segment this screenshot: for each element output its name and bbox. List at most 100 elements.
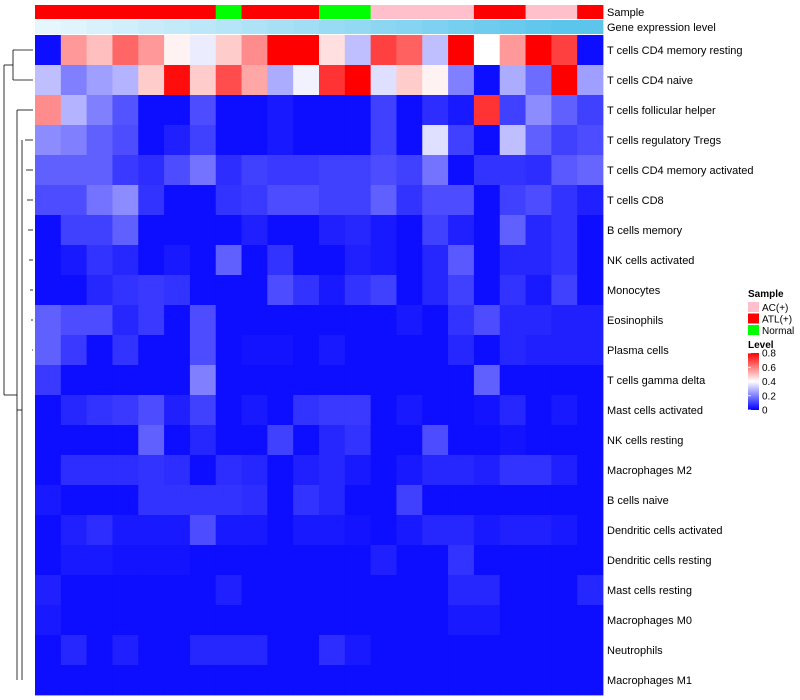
heatmap-cell — [370, 635, 397, 666]
heatmap-cell — [577, 245, 604, 276]
heatmap-cell — [215, 245, 242, 276]
heatmap-cell — [473, 245, 501, 276]
heatmap-cell — [215, 485, 242, 516]
heatmap-cell — [293, 185, 320, 216]
heatmap-cell — [86, 335, 113, 366]
heatmap-cell — [241, 155, 268, 186]
heatmap-cell — [60, 65, 88, 96]
heatmap-cell — [344, 515, 372, 546]
heatmap-cell — [164, 605, 191, 636]
heatmap-cell — [551, 425, 578, 456]
heatmap-cell — [551, 245, 578, 276]
heatmap-cell — [112, 605, 139, 636]
heatmap-cell — [86, 185, 113, 216]
legend-color-bar — [748, 353, 759, 410]
heatmap-cell — [319, 605, 346, 636]
heatmap-cell — [499, 335, 526, 366]
heatmap-cell — [525, 185, 552, 216]
heatmap-cell — [551, 65, 578, 96]
row-label: Macrophages M2 — [607, 465, 692, 477]
annotation-cell — [164, 20, 191, 34]
row-label: Dendritic cells resting — [607, 555, 712, 567]
heatmap-cell — [319, 275, 346, 306]
heatmap-cell — [112, 275, 139, 306]
heatmap-cell — [112, 305, 139, 336]
heatmap-cell — [499, 275, 526, 306]
heatmap-cell — [396, 395, 423, 426]
heatmap-cell — [448, 95, 475, 126]
heatmap-cell — [422, 215, 449, 246]
heatmap-cell — [344, 365, 372, 396]
heatmap-cell — [319, 95, 346, 126]
heatmap-cell — [525, 455, 552, 486]
heatmap-cell — [370, 425, 397, 456]
heatmap-cell — [551, 485, 578, 516]
heatmap-cell — [60, 635, 88, 666]
heatmap-cell — [293, 215, 320, 246]
heatmap-cell — [319, 545, 346, 576]
heatmap-cell — [267, 425, 294, 456]
heatmap-cell — [86, 515, 113, 546]
heatmap-cell — [499, 575, 526, 606]
heatmap-cell — [164, 305, 191, 336]
heatmap-cell — [319, 185, 346, 216]
heatmap-cell — [189, 335, 217, 366]
heatmap-cell — [138, 545, 165, 576]
heatmap-cell — [370, 215, 397, 246]
heatmap-cell — [267, 605, 294, 636]
heatmap-cell — [577, 185, 604, 216]
annotation-cell — [35, 5, 62, 19]
heatmap-cell — [138, 575, 165, 606]
heatmap-cell — [215, 575, 242, 606]
heatmap-cell — [267, 545, 294, 576]
heatmap-cell — [164, 245, 191, 276]
row-label: NK cells activated — [607, 255, 694, 267]
heatmap-cell — [293, 65, 320, 96]
heatmap-cell — [35, 605, 62, 636]
heatmap-cell — [448, 605, 475, 636]
heatmap-cell — [35, 215, 62, 246]
heatmap-cell — [241, 455, 268, 486]
heatmap-cell — [551, 605, 578, 636]
heatmap-cell — [344, 485, 372, 516]
heatmap-cell — [370, 95, 397, 126]
annotation-cell — [551, 20, 578, 34]
annotation-cell — [499, 20, 526, 34]
heatmap-cell — [551, 635, 578, 666]
heatmap-cell — [112, 395, 139, 426]
heatmap-cell — [86, 95, 113, 126]
heatmap-cell — [189, 395, 217, 426]
heatmap-cell — [267, 185, 294, 216]
heatmap-cell — [551, 395, 578, 426]
heatmap-cell — [112, 665, 139, 696]
heatmap-cell — [525, 365, 552, 396]
heatmap-cell — [422, 515, 449, 546]
heatmap-cell — [396, 275, 423, 306]
heatmap-cell — [499, 635, 526, 666]
heatmap-cell — [448, 335, 475, 366]
heatmap-cell — [189, 545, 217, 576]
heatmap-cell — [473, 125, 501, 156]
heatmap-cell — [35, 485, 62, 516]
annotation-track-label: Sample — [607, 7, 644, 19]
heatmap-cell — [86, 635, 113, 666]
heatmap-cell — [267, 395, 294, 426]
heatmap-cell — [215, 335, 242, 366]
heatmap-cell — [267, 665, 294, 696]
heatmap-cell — [35, 155, 62, 186]
annotation-cell — [293, 5, 320, 19]
row-label: Dendritic cells activated — [607, 525, 723, 537]
heatmap-cell — [189, 605, 217, 636]
heatmap-cell — [215, 395, 242, 426]
heatmap-cell — [370, 575, 397, 606]
heatmap-cell — [448, 575, 475, 606]
row-label: B cells memory — [607, 225, 683, 237]
heatmap-cell — [499, 365, 526, 396]
row-label: T cells follicular helper — [607, 105, 716, 117]
row-label: Macrophages M0 — [607, 615, 692, 627]
heatmap-cell — [293, 365, 320, 396]
heatmap-cell — [86, 605, 113, 636]
heatmap-cell — [241, 395, 268, 426]
heatmap-cell — [35, 185, 62, 216]
heatmap-cell — [448, 365, 475, 396]
